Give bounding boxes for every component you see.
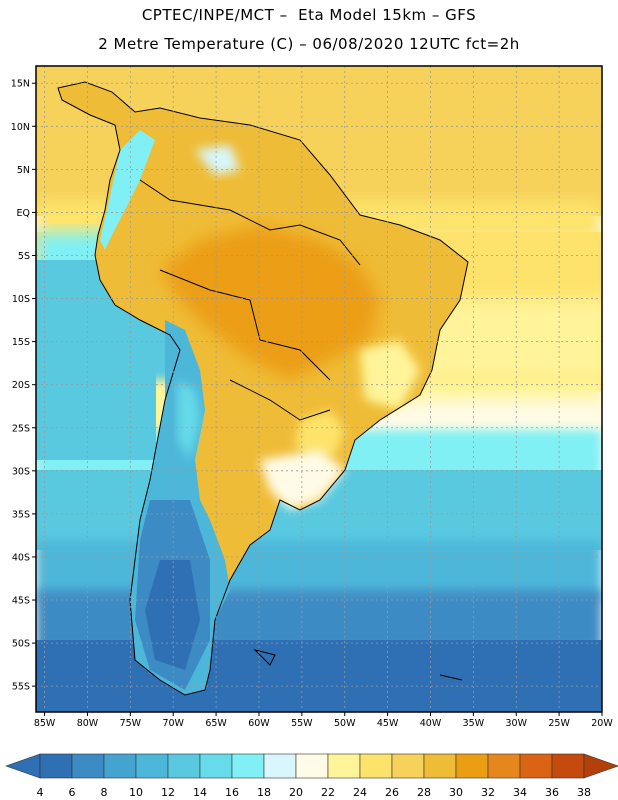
latitude-labels: 15N 10N 5N EQ 5S 10S 15S 20S 25S 30S 35S 40S 45S 50S 5… [11,79,36,693]
colorbar-swatch [391,753,425,779]
lon-tick-label: 45W [377,718,399,729]
lon-tick-label: 35W [463,718,485,729]
colorbar-label: 4 [37,786,44,799]
lon-tick-label: 85W [34,718,56,729]
lat-tick-label: 25S [12,423,30,434]
colorbar-label: 28 [417,786,431,799]
colorbar-left-arrow [5,753,41,779]
colorbar-label: 10 [129,786,143,799]
colorbar-swatch [103,753,137,779]
colorbar-swatch [551,753,585,779]
colorbar-label: 20 [289,786,303,799]
colorbar-label: 38 [577,786,591,799]
lat-tick-label: 10N [11,122,30,133]
colorbar-label: 14 [193,786,207,799]
lat-tick-label: 15S [12,337,30,348]
colorbar-label: 18 [257,786,271,799]
lon-tick-label: 25W [548,718,570,729]
colorbar-swatch [519,753,553,779]
colorbar-label: 34 [513,786,527,799]
lat-tick-label: 30S [12,466,30,477]
colorbar-swatch [199,753,233,779]
lon-tick-label: 70W [162,718,184,729]
colorbar-swatch [295,753,329,779]
colorbar-swatch [263,753,297,779]
colorbar-label: 32 [481,786,495,799]
lon-tick-label: 80W [77,718,99,729]
colorbar-swatch [327,753,361,779]
colorbar-label: 22 [321,786,335,799]
lat-tick-label: 10S [12,294,30,305]
longitude-labels: 85W 80W 75W 70W 65W 60W 55W 50W 45W 40W 35W 30W 25W 2… [34,712,613,729]
lat-tick-label: 50S [12,639,30,650]
gridlines [36,66,603,712]
lon-tick-label: 30W [506,718,528,729]
colorbar-label: 30 [449,786,463,799]
colorbar-swatch [231,753,265,779]
lon-tick-label: 60W [248,718,270,729]
lat-tick-label: 40S [12,552,30,563]
lat-tick-label: 5S [18,251,30,262]
lat-tick-label: 20S [12,380,30,391]
colorbar-label: 8 [101,786,108,799]
title-line-2: 2 Metre Temperature (C) – 06/08/2020 12U… [98,35,520,53]
lon-tick-label: 40W [420,718,442,729]
lon-tick-label: 55W [291,718,313,729]
colorbar-swatch [423,753,457,779]
title-line-1: CPTEC/INPE/MCT – Eta Model 15km – GFS [141,6,477,24]
lat-tick-label: 15N [11,79,30,90]
map-frame [35,65,603,713]
colorbar-swatch [71,753,105,779]
lat-tick-label: 5N [17,165,30,176]
lat-tick-label: 35S [12,509,30,520]
colorbar-swatch [167,753,201,779]
lon-tick-label: 20W [591,718,613,729]
colorbar-label: 36 [545,786,559,799]
colorbar-label: 12 [161,786,175,799]
colorbar: 4 6 8 10 12 14 16 18 20 22 24 26 28 30 32 34 36 38 [5,753,618,799]
colorbar-label: 16 [225,786,239,799]
colorbar-swatch [455,753,489,779]
colorbar-swatch [135,753,169,779]
coastlines [57,81,469,696]
lon-tick-label: 75W [120,718,142,729]
lat-tick-label: 55S [12,682,30,693]
colorbar-swatch [359,753,393,779]
colorbar-swatch [487,753,521,779]
colorbar-swatch [39,753,73,779]
colorbar-label: 26 [385,786,399,799]
colorbar-right-arrow [583,753,618,779]
colorbar-label: 24 [353,786,367,799]
lat-tick-label: 45S [12,596,30,607]
lon-tick-label: 50W [334,718,356,729]
temperature-field [36,66,602,712]
colorbar-label: 6 [69,786,76,799]
lon-tick-label: 65W [205,718,227,729]
lat-tick-label: EQ [17,208,30,219]
